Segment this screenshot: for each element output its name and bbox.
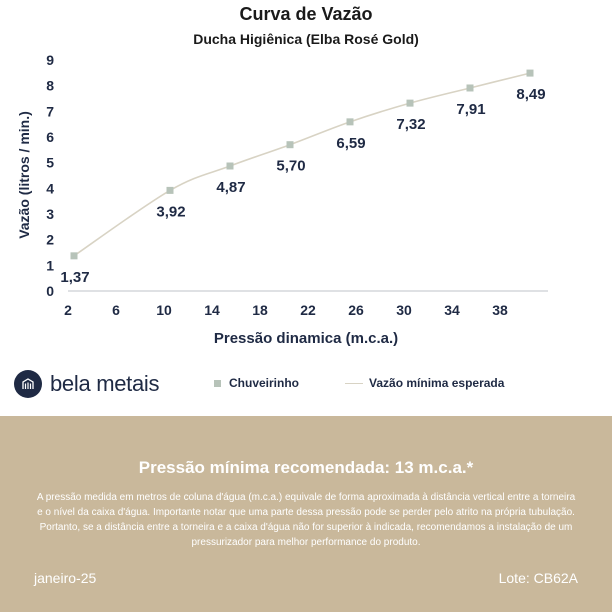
legend-label: Vazão mínima esperada xyxy=(369,376,505,390)
y-axis-label: Vazão (litros / min.) xyxy=(16,111,32,239)
building-icon xyxy=(14,370,42,398)
legend-item-chuveirinho: Chuveirinho xyxy=(214,376,299,390)
data-point xyxy=(466,84,474,92)
lot-code: Lote: CB62A xyxy=(498,570,578,586)
data-point xyxy=(526,69,534,77)
chart-area: Curva de Vazão Ducha Higiênica (Elba Rosé… xyxy=(16,4,548,347)
legend-item-vazao-minima: Vazão mínima esperada xyxy=(345,376,504,390)
legend-row: bela metais Chuveirinho Vazão mínima esp… xyxy=(0,362,612,406)
y-tick-label: 0 xyxy=(46,283,54,299)
pressure-explanation: A pressão medida em metros de coluna d'á… xyxy=(36,492,576,548)
data-point xyxy=(346,118,354,126)
data-label: 6,59 xyxy=(336,135,365,152)
footer-panel: Pressão mínima recomendada: 13 m.c.a.* A… xyxy=(0,416,612,612)
data-point xyxy=(166,186,174,194)
x-tick-label: 18 xyxy=(252,302,268,318)
data-label: 7,32 xyxy=(396,116,425,133)
x-tick-label: 14 xyxy=(204,302,220,318)
brand-logo: bela metais xyxy=(14,370,160,398)
legend-marker-icon xyxy=(214,379,221,387)
data-label: 5,70 xyxy=(276,158,305,175)
data-label: 4,87 xyxy=(216,179,245,196)
data-point xyxy=(70,252,78,260)
y-tick-label: 3 xyxy=(46,206,54,222)
chart-title: Curva de Vazão xyxy=(239,4,372,24)
x-axis-label: Pressão dinamica (m.c.a.) xyxy=(214,330,398,347)
y-tick-label: 1 xyxy=(46,257,54,273)
issue-date: janeiro-25 xyxy=(34,570,97,586)
data-label: 7,91 xyxy=(456,101,485,118)
x-tick-label: 10 xyxy=(156,302,172,318)
x-tick-label: 6 xyxy=(112,302,120,318)
x-tick-label: 38 xyxy=(492,302,508,318)
legend-label: Chuveirinho xyxy=(229,376,300,390)
x-tick-label: 30 xyxy=(396,302,412,318)
y-tick-label: 7 xyxy=(46,103,54,119)
data-label: 3,92 xyxy=(156,203,185,220)
data-point xyxy=(226,162,234,170)
chart-subtitle: Ducha Higiênica (Elba Rosé Gold) xyxy=(193,31,419,47)
flow-curve-chart: Curva de Vazão Ducha Higiênica (Elba Rosé… xyxy=(16,4,548,347)
x-tick-label: 26 xyxy=(348,302,364,318)
x-tick-label: 2 xyxy=(64,302,72,318)
x-tick-label: 34 xyxy=(444,302,460,318)
chart-legend: Chuveirinho Vazão mínima esperada xyxy=(214,376,550,390)
legend-line-icon xyxy=(345,382,364,384)
data-label: 8,49 xyxy=(516,86,545,103)
y-tick-label: 2 xyxy=(46,232,54,248)
x-tick-label: 22 xyxy=(300,302,316,318)
data-point xyxy=(286,141,294,149)
y-tick-label: 4 xyxy=(46,180,54,196)
y-tick-label: 8 xyxy=(46,78,54,94)
data-point xyxy=(406,99,414,107)
y-tick-label: 6 xyxy=(46,129,54,145)
recommended-pressure-title: Pressão mínima recomendada: 13 m.c.a.* xyxy=(138,458,474,477)
data-label: 1,37 xyxy=(60,269,89,286)
y-tick-label: 5 xyxy=(46,155,54,171)
y-tick-label: 9 xyxy=(46,52,54,68)
brand-name: bela metais xyxy=(50,371,160,396)
